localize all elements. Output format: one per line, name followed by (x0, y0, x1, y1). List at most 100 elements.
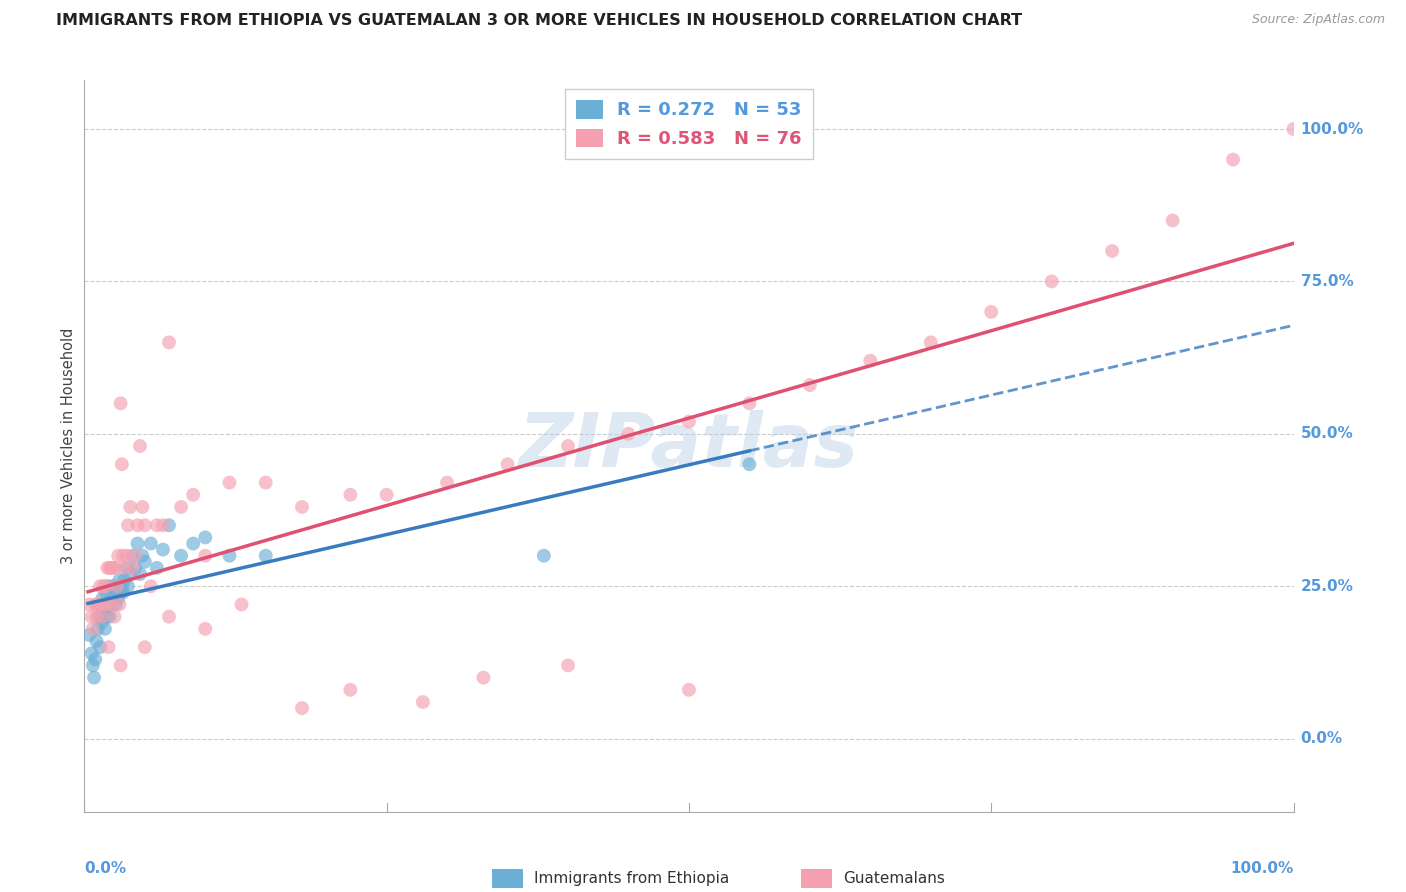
Point (100, 561, 122, 575)
Point (129, 567, 152, 582)
Point (1282, 122, 1305, 136)
Point (127, 518, 149, 533)
Point (86, 622, 108, 636)
Point (91, 609, 114, 624)
Point (94, 585, 117, 599)
Point (93, 598, 115, 612)
Point (533, 549, 555, 563)
Point (121, 561, 143, 575)
Point (101, 598, 124, 612)
Legend: R = 0.272   N = 53, R = 0.583   N = 76: R = 0.272 N = 53, R = 0.583 N = 76 (565, 89, 813, 159)
Point (152, 542, 174, 557)
Point (496, 458, 519, 472)
Point (80, 609, 103, 624)
Text: 75.0%: 75.0% (1301, 274, 1354, 289)
Point (146, 518, 169, 533)
Point (91, 609, 114, 624)
Point (139, 536, 162, 550)
Point (94, 579, 117, 593)
Y-axis label: 3 or more Vehicles in Household: 3 or more Vehicles in Household (60, 328, 76, 564)
Point (110, 658, 132, 673)
Point (97, 598, 120, 612)
Point (77, 598, 100, 612)
Point (121, 549, 143, 563)
Point (157, 335, 180, 350)
Text: ZIPatlas: ZIPatlas (519, 409, 859, 483)
Point (97, 579, 120, 593)
Point (97, 640, 120, 655)
Point (131, 500, 153, 514)
Point (82, 622, 104, 636)
Point (90, 615, 112, 630)
Point (108, 598, 131, 612)
Point (90, 598, 112, 612)
Point (218, 475, 240, 490)
Point (157, 609, 180, 624)
Point (375, 488, 398, 502)
Point (139, 579, 162, 593)
Point (104, 598, 127, 612)
Point (194, 530, 217, 544)
Point (339, 682, 361, 697)
Point (131, 549, 153, 563)
Point (107, 591, 129, 606)
Point (108, 573, 131, 587)
Point (94, 622, 117, 636)
Point (124, 549, 146, 563)
Point (859, 353, 882, 368)
Point (104, 585, 127, 599)
Point (157, 518, 180, 533)
Point (254, 475, 277, 490)
Point (152, 518, 174, 533)
Point (97, 598, 120, 612)
Point (96, 561, 118, 575)
Point (134, 640, 156, 655)
Point (617, 426, 640, 441)
Text: IMMIGRANTS FROM ETHIOPIA VS GUATEMALAN 3 OR MORE VEHICLES IN HOUSEHOLD CORRELATI: IMMIGRANTS FROM ETHIOPIA VS GUATEMALAN 3… (56, 13, 1022, 29)
Point (80, 646, 103, 660)
Text: 100.0%: 100.0% (1230, 861, 1294, 876)
Point (557, 658, 579, 673)
Point (87, 598, 110, 612)
Point (799, 378, 821, 392)
Point (194, 622, 217, 636)
Point (89, 640, 111, 655)
Point (134, 555, 156, 569)
Point (120, 500, 142, 514)
Point (339, 488, 361, 502)
Point (1040, 275, 1063, 289)
Point (738, 458, 761, 472)
Point (738, 396, 761, 410)
Point (104, 609, 127, 624)
Text: 50.0%: 50.0% (1301, 426, 1354, 442)
Point (129, 439, 152, 453)
Point (1101, 244, 1123, 258)
Point (181, 488, 204, 502)
Point (291, 500, 314, 514)
Point (101, 598, 124, 612)
Point (115, 561, 138, 575)
Point (112, 549, 135, 563)
Point (120, 567, 142, 582)
Point (103, 579, 125, 593)
Point (84, 652, 107, 666)
Point (1222, 153, 1244, 167)
Point (98, 609, 121, 624)
Point (124, 561, 146, 575)
Text: 25.0%: 25.0% (1301, 579, 1354, 594)
Point (678, 682, 700, 697)
Point (77, 628, 100, 642)
Point (104, 561, 127, 575)
Point (105, 579, 128, 593)
Point (103, 561, 125, 575)
Point (291, 701, 314, 715)
Point (89, 579, 111, 593)
Point (436, 475, 458, 490)
Point (93, 579, 115, 593)
Point (86, 634, 108, 648)
Point (117, 579, 139, 593)
Point (100, 591, 122, 606)
Point (86, 598, 108, 612)
Text: 100.0%: 100.0% (1301, 121, 1364, 136)
Text: 0.0%: 0.0% (1301, 731, 1343, 746)
